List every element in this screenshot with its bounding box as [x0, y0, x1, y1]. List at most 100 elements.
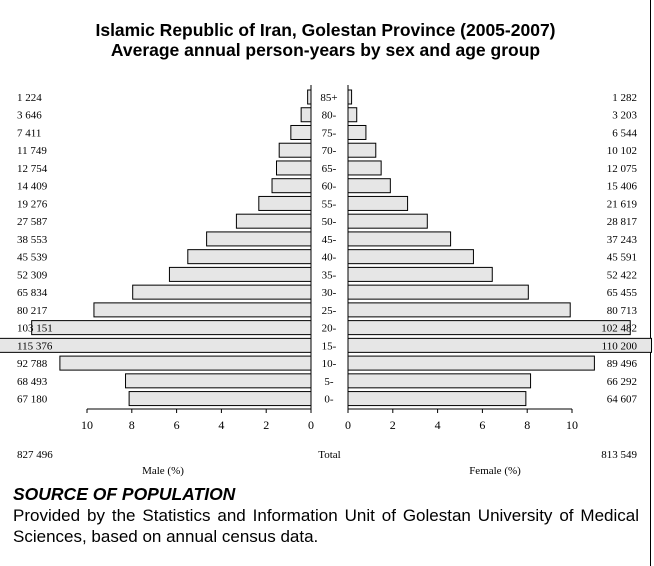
male-tick-label: 8: [129, 418, 135, 432]
male-count-label: 19 276: [17, 198, 48, 210]
female-bar: [347, 249, 474, 265]
female-bar: [347, 160, 382, 176]
age-group-label: 60-: [322, 181, 337, 193]
male-count-label: 68 493: [17, 376, 48, 388]
age-group-label: 70-: [322, 145, 337, 157]
male-bar: [307, 89, 312, 105]
female-count-label: 6 544: [612, 127, 637, 139]
female-count-label: 89 496: [607, 358, 638, 370]
male-count-label: 67 180: [17, 394, 48, 406]
male-count-label: 52 309: [17, 269, 48, 281]
age-group-label: 10-: [322, 358, 337, 370]
age-group-label: 75-: [322, 127, 337, 139]
male-bar: [235, 213, 312, 229]
female-tick-label: 0: [345, 418, 351, 432]
female-tick-label: 6: [479, 418, 485, 432]
age-group-label: 0-: [324, 394, 334, 406]
male-tick-label: 2: [263, 418, 269, 432]
male-count-label: 3 646: [17, 110, 42, 122]
female-count-label: 64 607: [607, 394, 638, 406]
female-tick-label: 2: [390, 418, 396, 432]
female-count-label: 10 102: [607, 145, 637, 157]
male-bar: [276, 160, 312, 176]
female-bar: [347, 355, 595, 371]
age-group-label: 55-: [322, 198, 337, 210]
female-bar: [347, 124, 367, 140]
female-bar: [347, 231, 452, 247]
male-bar: [0, 337, 312, 353]
male-tick-label: 10: [81, 418, 93, 432]
female-count-label: 12 075: [607, 163, 638, 175]
female-count-label: 21 619: [607, 198, 638, 210]
male-bar: [290, 124, 312, 140]
male-bar: [258, 195, 312, 211]
female-tick-label: 10: [566, 418, 578, 432]
female-bar: [347, 89, 353, 105]
age-group-label: 85+: [320, 92, 337, 104]
female-count-label: 37 243: [607, 234, 638, 246]
male-count-label: 11 749: [17, 145, 47, 157]
male-axis-label: Male (%): [142, 465, 184, 477]
female-bar: [347, 373, 532, 389]
female-count-label: 45 591: [607, 252, 637, 264]
male-bar: [59, 355, 312, 371]
age-group-label: 30-: [322, 287, 337, 299]
source-text: Provided by the Statistics and Informati…: [13, 506, 639, 546]
female-bar: [347, 337, 653, 353]
male-count-label: 7 411: [17, 127, 41, 139]
male-bar: [125, 373, 312, 389]
male-bar: [206, 231, 312, 247]
male-count-label: 14 409: [17, 181, 48, 193]
male-count-label: 115 376: [17, 340, 53, 352]
female-count-label: 52 422: [607, 269, 637, 281]
male-bar: [93, 302, 312, 318]
female-count-label: 3 203: [612, 110, 637, 122]
age-group-label: 40-: [322, 252, 337, 264]
total-label: Total: [318, 449, 340, 461]
male-tick-label: 0: [308, 418, 314, 432]
male-bar: [128, 391, 312, 407]
age-group-label: 35-: [322, 269, 337, 281]
female-bar: [347, 302, 571, 318]
female-count-label: 1 282: [612, 92, 637, 104]
female-bar: [347, 320, 631, 336]
female-bar: [347, 213, 428, 229]
bars: [0, 89, 653, 407]
male-bar: [31, 320, 312, 336]
male-tick-label: 4: [218, 418, 224, 432]
age-group-label: 20-: [322, 323, 337, 335]
chart-subtitle: Average annual person-years by sex and a…: [110, 40, 541, 60]
female-count-label: 28 817: [607, 216, 638, 228]
female-count-label: 65 455: [607, 287, 638, 299]
age-group-label: 25-: [322, 305, 337, 317]
male-count-label: 92 788: [17, 358, 48, 370]
female-bar: [347, 391, 527, 407]
female-tick-label: 8: [524, 418, 530, 432]
age-group-label: 80-: [322, 110, 337, 122]
male-count-label: 45 539: [17, 252, 48, 264]
female-count-label: 102 482: [601, 323, 637, 335]
male-count-label: 80 217: [17, 305, 48, 317]
female-bar: [347, 178, 391, 194]
male-total: 827 496: [17, 449, 53, 461]
female-count-label: 110 200: [602, 340, 638, 352]
female-tick-label: 4: [435, 418, 441, 432]
female-total: 813 549: [601, 449, 637, 461]
female-bar: [347, 107, 358, 123]
male-count-label: 65 834: [17, 287, 48, 299]
male-bar: [278, 142, 312, 158]
male-count-label: 27 587: [17, 216, 48, 228]
male-count-label: 12 754: [17, 163, 48, 175]
female-bar: [347, 284, 529, 300]
female-bar: [347, 195, 409, 211]
male-count-label: 1 224: [17, 92, 42, 104]
male-bar: [168, 266, 312, 282]
female-count-label: 66 292: [607, 376, 637, 388]
chart-title: Islamic Republic of Iran, Golestan Provi…: [95, 20, 556, 40]
female-bar: [347, 142, 377, 158]
age-group-label: 50-: [322, 216, 337, 228]
male-tick-label: 6: [174, 418, 180, 432]
